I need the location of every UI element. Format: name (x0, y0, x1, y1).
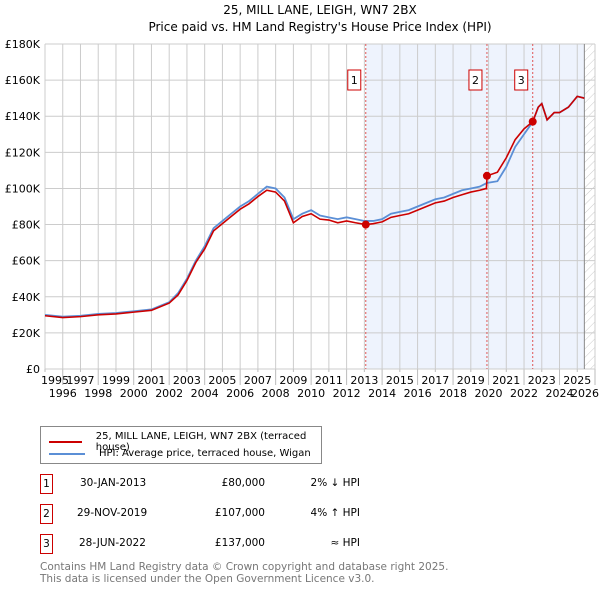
legend-item-hpi: HPI: Average price, terraced house, Wiga… (49, 448, 311, 459)
chart-title: 25, MILL LANE, LEIGH, WN7 2BX (223, 3, 416, 17)
property-price-line (44, 95, 585, 319)
y-tick-label: £140K (5, 110, 41, 123)
x-tick-label: 2014 (368, 387, 396, 400)
x-tick-label: 2009 (279, 374, 307, 387)
x-tick-label: 2006 (226, 387, 254, 400)
x-tick-label: 2012 (333, 387, 361, 400)
future-hatch (584, 44, 595, 369)
x-tick-label: 2008 (262, 387, 290, 400)
x-tick-label: 2025 (563, 374, 591, 387)
x-tick-label: 2022 (510, 387, 538, 400)
x-tick-label: 2018 (439, 387, 467, 400)
x-tick-label: 2001 (137, 374, 165, 387)
x-tick-label: 2016 (404, 387, 432, 400)
legend-item-property: 25, MILL LANE, LEIGH, WN7 2BX (terraced … (49, 431, 321, 453)
x-tick-label: 2000 (120, 387, 148, 400)
sale-marker: 1 (40, 474, 53, 494)
x-tick-label: 1995 (41, 374, 69, 387)
sale-label: 1 (351, 74, 358, 87)
x-tick-label: 2002 (155, 387, 183, 400)
x-tick-label: 1998 (84, 387, 112, 400)
sale-row: 3 28-JUN-2022 £137,000 ≈ HPI (40, 534, 360, 554)
sale-price: £80,000 (221, 477, 265, 489)
x-tick-label: 2003 (173, 374, 201, 387)
sale-label-box (468, 69, 483, 91)
x-tick-label: 2004 (191, 387, 219, 400)
price-chart: 25, MILL LANE, LEIGH, WN7 2BX Price paid… (5, 3, 599, 400)
sale-label-box (514, 69, 529, 91)
shaded-region (365, 44, 585, 369)
footer-line: This data is licensed under the Open Gov… (40, 573, 375, 585)
x-tick-label: 2019 (457, 374, 485, 387)
sale-marker: 3 (40, 534, 53, 554)
x-tick-label: 2011 (315, 374, 343, 387)
x-tick-label: 2020 (475, 387, 503, 400)
sale-point (482, 171, 491, 180)
sale-label: 2 (472, 74, 479, 87)
y-tick-label: £100K (5, 182, 41, 195)
y-tick-label: £60K (12, 255, 41, 268)
x-tick-label: 2013 (350, 374, 378, 387)
chart-subtitle: Price paid vs. HM Land Registry's House … (148, 20, 491, 34)
sale-price: £137,000 (214, 537, 265, 549)
x-tick-label: 2015 (386, 374, 414, 387)
sale-date: 28-JUN-2022 (79, 537, 146, 549)
y-tick-label: £160K (5, 74, 41, 87)
y-tick-label: £0 (26, 363, 40, 376)
x-tick-label: 2021 (492, 374, 520, 387)
x-tick-label: 1999 (102, 374, 130, 387)
sale-price: £107,000 (214, 507, 265, 519)
y-tick-label: £20K (12, 327, 41, 340)
legend-label: HPI: Average price, terraced house, Wiga… (99, 448, 311, 459)
x-tick-label: 2023 (528, 374, 556, 387)
x-tick-label: 2026 (571, 387, 599, 400)
sale-row: 2 29-NOV-2019 £107,000 4% ↑ HPI (40, 504, 360, 524)
y-tick-label: £120K (5, 146, 41, 159)
sale-hpi: ≈ HPI (330, 537, 360, 549)
sale-point (361, 220, 370, 229)
sale-point (528, 117, 537, 126)
x-tick-label: 2010 (297, 387, 325, 400)
sale-date: 30-JAN-2013 (80, 477, 147, 489)
sale-row: 1 30-JAN-2013 £80,000 2% ↓ HPI (40, 474, 360, 494)
legend: 25, MILL LANE, LEIGH, WN7 2BX (terraced … (40, 426, 322, 464)
x-tick-label: 2024 (546, 387, 574, 400)
sale-hpi: 2% ↓ HPI (310, 477, 360, 489)
y-tick-label: £40K (12, 291, 41, 304)
x-tick-label: 1997 (66, 374, 94, 387)
x-tick-label: 2005 (208, 374, 236, 387)
sale-date: 29-NOV-2019 (77, 507, 148, 519)
x-tick-label: 2017 (421, 374, 449, 387)
y-tick-label: £180K (5, 38, 41, 51)
sale-hpi: 4% ↑ HPI (310, 507, 360, 519)
legend-label: 25, MILL LANE, LEIGH, WN7 2BX (terraced … (95, 431, 307, 453)
footer-line: Contains HM Land Registry data © Crown c… (40, 561, 449, 573)
footer: Contains HM Land Registry data © Crown c… (40, 561, 448, 585)
y-tick-label: £80K (12, 219, 41, 232)
x-tick-label: 1996 (49, 387, 77, 400)
sale-label: 3 (518, 74, 525, 87)
x-tick-label: 2007 (244, 374, 272, 387)
sale-label-box (347, 69, 362, 91)
sale-marker: 2 (40, 504, 53, 524)
